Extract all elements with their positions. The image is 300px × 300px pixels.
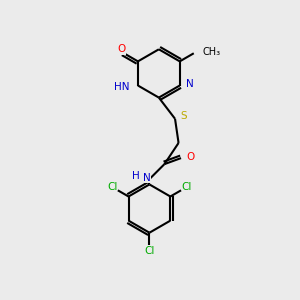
Text: H: H — [132, 171, 140, 181]
Text: O: O — [118, 44, 126, 54]
Text: Cl: Cl — [144, 246, 154, 256]
Text: HN: HN — [114, 82, 130, 92]
Text: S: S — [180, 111, 187, 122]
Text: O: O — [186, 152, 195, 162]
Text: Cl: Cl — [107, 182, 118, 192]
Text: N: N — [142, 173, 150, 183]
Text: CH₃: CH₃ — [202, 47, 220, 57]
Text: N: N — [186, 79, 194, 89]
Text: Cl: Cl — [181, 182, 191, 192]
